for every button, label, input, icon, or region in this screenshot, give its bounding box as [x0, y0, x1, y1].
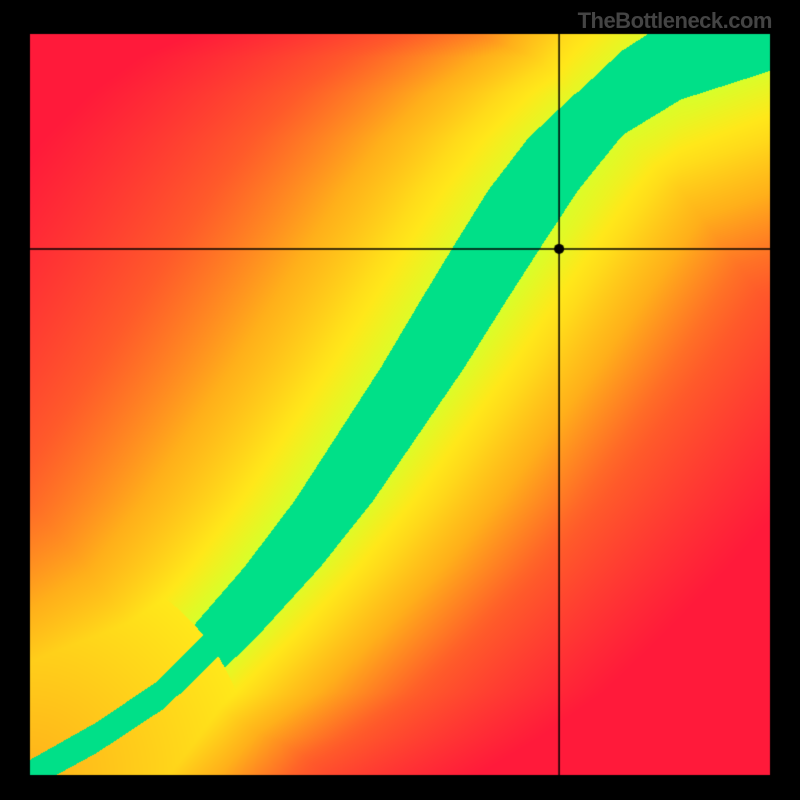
chart-container: { "watermark": "TheBottleneck.com", "cha… [0, 0, 800, 800]
watermark-text: TheBottleneck.com [578, 8, 772, 34]
bottleneck-heatmap [0, 0, 800, 800]
